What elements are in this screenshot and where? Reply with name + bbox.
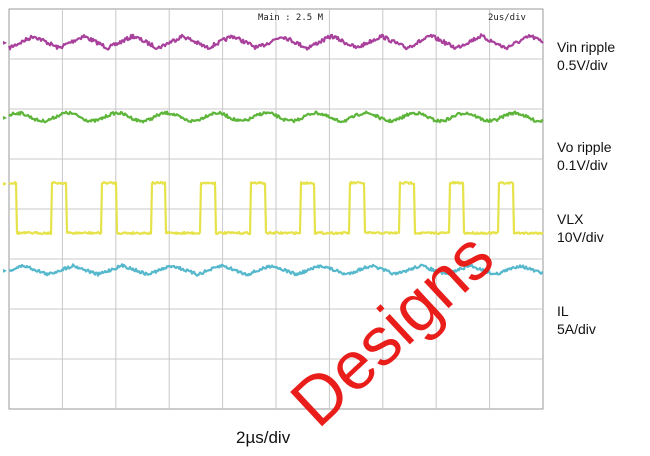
label-vo-ripple: Vo ripple 0.1V/div — [557, 138, 611, 174]
series-name: Vin ripple — [557, 39, 616, 55]
series-scale: 0.1V/div — [557, 157, 608, 173]
series-scale: 0.5V/div — [557, 57, 608, 73]
grid — [8, 8, 544, 410]
channel-marker: ▸ — [3, 179, 7, 188]
label-vin-ripple: Vin ripple 0.5V/div — [557, 38, 615, 74]
series-name: IL — [557, 303, 569, 319]
series-scale: 5A/div — [557, 321, 596, 337]
x-axis-label: 2µs/div — [236, 428, 291, 447]
traces: ▸ ▸ ▸ ▸ — [3, 33, 544, 277]
trace-il — [8, 263, 544, 277]
label-il: IL 5A/div — [557, 302, 596, 338]
series-name: VLX — [557, 211, 584, 227]
series-scale: 10V/div — [557, 229, 604, 245]
trace-vlx — [8, 180, 544, 236]
channel-marker: ▸ — [3, 113, 7, 122]
label-vlx: VLX 10V/div — [557, 210, 604, 246]
series-name: Vo ripple — [557, 139, 612, 155]
channel-marker: ▸ — [3, 38, 7, 47]
trace-vo-ripple — [8, 110, 544, 124]
trace-vin-ripple — [7, 33, 544, 51]
channel-marker: ▸ — [3, 266, 7, 275]
header-scale-label: 2us/div — [488, 13, 526, 23]
header-timebase-label: Main : 2.5 M — [258, 13, 324, 23]
